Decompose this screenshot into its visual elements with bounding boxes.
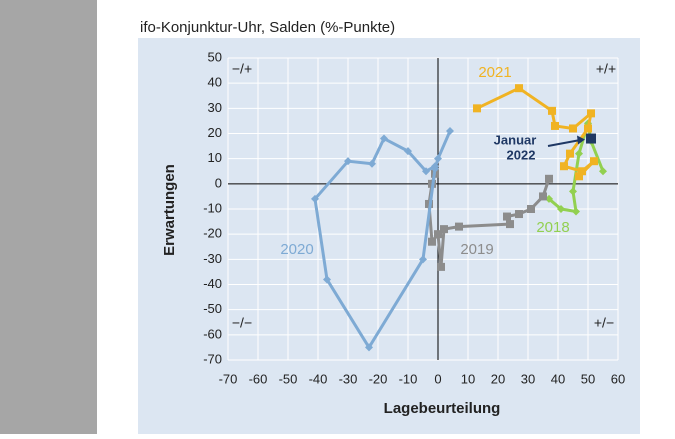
y-tick-label: -20 (203, 226, 222, 241)
y-tick-label: -40 (203, 276, 222, 291)
marker (515, 84, 523, 93)
y-tick-label: 30 (208, 100, 222, 115)
y-tick-label: 10 (208, 150, 222, 165)
x-tick-label: -70 (219, 371, 238, 386)
y-tick-label: -10 (203, 200, 222, 215)
x-tick-label: 60 (611, 371, 625, 386)
marker (539, 192, 547, 201)
marker (560, 162, 568, 171)
x-tick-label: -10 (399, 371, 418, 386)
marker (434, 154, 442, 163)
marker (503, 212, 511, 221)
chart-title: ifo-Konjunktur-Uhr, Salden (%-Punkte) (140, 19, 395, 36)
x-tick-label: -40 (309, 371, 328, 386)
series-label: 2021 (478, 64, 511, 81)
y-tick-label: 40 (208, 75, 222, 90)
series-label: 2018 (536, 219, 569, 236)
marker (587, 109, 595, 118)
marker (473, 104, 481, 113)
annotation-text: Januar (494, 132, 537, 147)
marker (437, 262, 445, 271)
marker (551, 121, 559, 130)
marker (380, 134, 388, 143)
marker (548, 106, 556, 115)
quadrant-label: +/− (594, 315, 614, 331)
annotation-arrowhead (577, 135, 585, 145)
marker (428, 237, 436, 246)
marker (368, 159, 376, 168)
marker (446, 126, 454, 135)
marker (404, 147, 412, 156)
marker (434, 230, 442, 239)
y-tick-label: -30 (203, 251, 222, 266)
y-tick-label: 0 (215, 175, 222, 190)
marker (590, 157, 598, 166)
x-tick-label: 20 (491, 371, 505, 386)
marker (575, 172, 583, 181)
marker (578, 167, 586, 176)
annotation-text: 2022 (507, 147, 536, 162)
marker (575, 149, 583, 158)
marker (572, 207, 580, 216)
marker (527, 205, 535, 213)
x-tick-label: 40 (551, 371, 565, 386)
marker (569, 124, 577, 133)
marker (506, 220, 514, 229)
marker (431, 164, 439, 173)
quadrant-label: −/− (232, 315, 252, 331)
y-tick-label: -60 (203, 326, 222, 341)
x-tick-label: 30 (521, 371, 535, 386)
x-tick-label: 10 (461, 371, 475, 386)
side-bar (0, 0, 97, 434)
quadrant-label: −/+ (232, 61, 252, 77)
marker (455, 222, 463, 231)
panel (138, 38, 640, 434)
x-tick-label: -60 (249, 371, 268, 386)
annotation-marker (586, 133, 596, 144)
y-axis-label: Erwartungen (161, 164, 178, 256)
x-axis-label: Lagebeurteilung (384, 400, 501, 417)
x-tick-label: 0 (434, 371, 441, 386)
marker (422, 167, 430, 176)
series-label: 2019 (460, 241, 493, 258)
y-tick-label: -50 (203, 301, 222, 316)
annotation-arrow (547, 138, 584, 147)
marker (323, 275, 331, 284)
series-label: 2020 (280, 241, 313, 258)
marker (584, 124, 592, 133)
x-tick-label: 50 (581, 371, 595, 386)
marker (311, 194, 319, 203)
quadrant-label: +/+ (596, 61, 616, 77)
x-tick-label: -30 (339, 371, 358, 386)
marker (419, 255, 427, 264)
y-tick-label: -70 (203, 351, 222, 366)
y-tick-label: 50 (208, 49, 222, 64)
marker (515, 210, 523, 219)
marker (566, 149, 574, 158)
marker (569, 187, 577, 196)
marker (545, 174, 553, 183)
marker (557, 205, 565, 213)
marker (599, 167, 607, 176)
marker (365, 343, 373, 352)
y-tick-label: 20 (208, 125, 222, 140)
marker (344, 157, 352, 166)
marker (440, 225, 448, 234)
x-tick-label: -50 (279, 371, 298, 386)
x-tick-label: -20 (369, 371, 388, 386)
